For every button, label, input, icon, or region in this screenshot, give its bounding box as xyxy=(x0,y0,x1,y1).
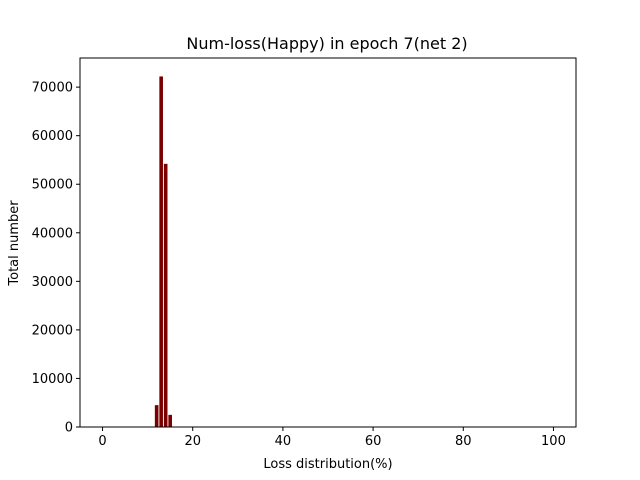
x-axis-ticks: 0 20 40 60 80 100 xyxy=(98,427,566,449)
bar-13 xyxy=(159,76,163,427)
x-axis-label: Loss distribution(%) xyxy=(263,457,392,472)
bar-14 xyxy=(163,163,168,428)
chart-title: Num-loss(Happy) in epoch 7(net 2) xyxy=(186,34,467,53)
plot-frame xyxy=(79,57,577,428)
bars-group xyxy=(154,76,172,428)
y-tick-label: 40000 xyxy=(32,226,73,241)
y-axis-label: Total number xyxy=(7,200,22,287)
y-axis-ticks: 0 10000 20000 30000 40000 50000 60000 70000 xyxy=(32,81,80,436)
y-tick-label: 70000 xyxy=(32,81,73,96)
x-tick-label: 20 xyxy=(184,434,201,449)
x-tick-label: 100 xyxy=(541,434,566,449)
x-tick-label: 80 xyxy=(455,434,472,449)
x-tick-label: 60 xyxy=(365,434,382,449)
y-tick-label: 20000 xyxy=(32,323,73,338)
y-tick-label: 60000 xyxy=(32,129,73,144)
bar-15 xyxy=(168,414,172,427)
y-tick-label: 10000 xyxy=(32,372,73,387)
y-tick-label: 0 xyxy=(65,421,73,436)
x-tick-label: 0 xyxy=(98,434,106,449)
bar-12 xyxy=(154,405,159,427)
y-tick-label: 50000 xyxy=(32,178,73,193)
y-tick-label: 30000 xyxy=(32,275,73,290)
x-tick-label: 40 xyxy=(275,434,292,449)
